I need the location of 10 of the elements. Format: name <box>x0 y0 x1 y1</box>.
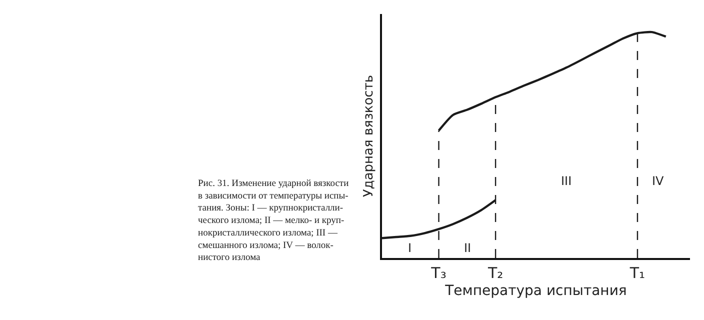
annotation: I <box>408 241 412 255</box>
x-axis-title: Температура испытания <box>444 282 627 299</box>
annotation: II <box>464 241 472 255</box>
annotation: IV <box>652 174 665 188</box>
text: Рис. 31. Изменение ударной вязкости в зависимости от температуры испы- тания. Зоны: I — крупнокристалли- ческого излома; II — мелко- и круп- нокристаллического излома; III — смешанного излома; IV — волок- нистого излома <box>198 179 349 264</box>
y-axis-title: Ударная вязкость <box>361 74 376 198</box>
x-tick-label: T₃ <box>430 264 446 282</box>
annotation: III <box>561 174 572 188</box>
x-tick-label: T₁ <box>628 264 646 282</box>
x-tick-label: T₂ <box>486 264 504 282</box>
